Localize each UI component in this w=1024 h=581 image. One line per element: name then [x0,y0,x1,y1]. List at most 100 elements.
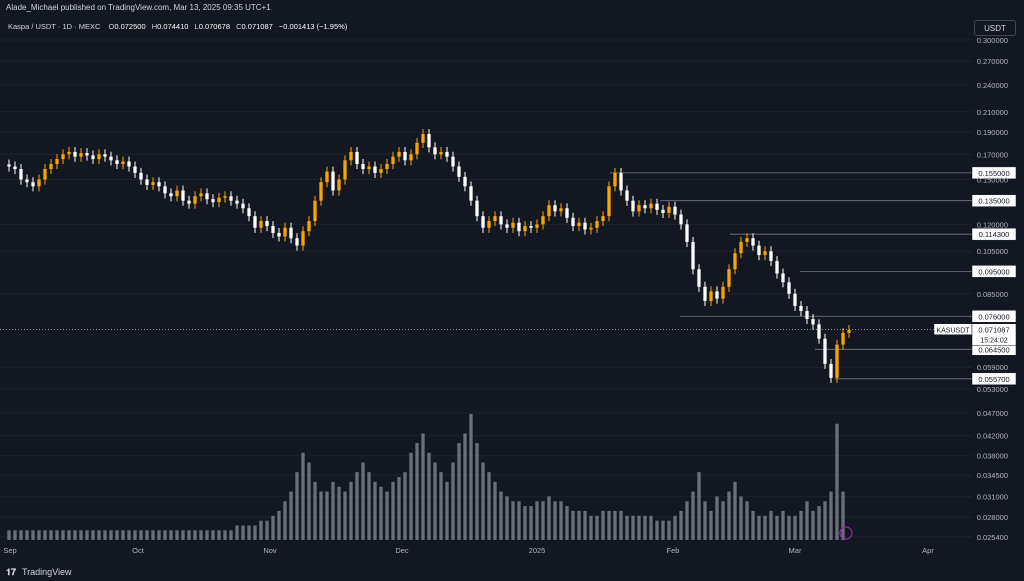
price-tick-label: 0.150000 [977,175,1008,184]
candle-body [613,172,617,187]
candle-body [241,203,245,209]
time-axis[interactable]: Sep Oct Nov Dec 2025 Feb Mar Apr [3,546,934,555]
horizontal-levels: 0.155000 0.135000 0.114300 0.095000 0.076000… [610,166,1017,386]
candle-body [451,156,455,167]
volume-bar [103,530,107,540]
candle-body [817,324,821,339]
candle-body [829,363,833,378]
volume-bar [751,510,755,540]
volume-bar [139,530,143,540]
candle-body [655,203,659,210]
volume-bar [37,530,41,540]
price-chart[interactable]: 0.155000 0.135000 0.114300 0.095000 0.076000… [0,0,1024,563]
candle-body [805,311,809,319]
candle-body [265,221,269,227]
volume-bar [43,530,47,540]
volume-bar [601,510,605,540]
volume-bar [607,510,611,540]
volume-bar [385,491,389,540]
candle-body [19,169,23,180]
volume-bar [283,501,287,540]
candle-body [445,151,449,157]
low-value: 0.070678 [198,22,230,31]
volume-bar [253,525,257,540]
level-label-box [971,227,1017,241]
volume-bar [337,486,341,540]
price-axis[interactable]: 0.300000 0.270000 0.240000 0.210000 0.190000… [977,36,1008,542]
price-tick-label: 0.210000 [977,108,1008,117]
open-value: 0.072500 [114,22,146,31]
candle-body [667,206,671,213]
candle-body [85,153,89,156]
volume-bar [595,515,599,540]
volume-bar [403,472,407,540]
volume-bar [391,481,395,540]
candle-body [121,161,125,164]
candle-body [253,216,257,228]
low-label: L [194,22,199,31]
tradingview-logo-icon[interactable]: 𝟏𝟕 [6,567,17,577]
volume-bar [613,510,617,540]
volume-bar [451,462,455,540]
volume-bar [757,515,761,540]
candle-body [319,182,323,201]
candle-body [745,238,749,242]
price-tick-label: 0.190000 [977,128,1008,137]
candle-body [505,224,509,228]
candle-body [301,231,305,246]
volume-bar [343,491,347,540]
candle-body [559,208,563,212]
candle-body [415,142,419,155]
candle-body [367,166,371,170]
price-tick-label: 0.240000 [977,81,1008,90]
candle-body [223,196,227,198]
time-tick-label: Feb [667,546,680,555]
volume-bar [169,530,173,540]
volume-bar [433,462,437,540]
candle-body [721,286,725,299]
candle-body [493,216,497,222]
candle-body [97,154,101,160]
currency-button[interactable]: USDT [974,20,1016,36]
volume-bar [115,530,119,540]
volume-bar [199,530,203,540]
high-value: 0.074410 [157,22,189,31]
volume-bar [379,486,383,540]
time-tick-label: Dec [395,546,409,555]
volume-bar [373,481,377,540]
candle-body [67,151,71,155]
candle-body [271,226,275,233]
candle-body [511,222,515,228]
volume-bar [487,472,491,540]
footer-brand[interactable]: TradingView [22,567,72,577]
volume-bar [277,510,281,540]
time-tick-label: Oct [132,546,145,555]
volume-bar [805,501,809,540]
candle-body [235,200,239,204]
candle-body [325,171,329,183]
candle-body [847,329,851,333]
volume-bar [367,472,371,540]
volume-bar [661,520,665,540]
volume-bar [733,481,737,540]
level-label-box [971,194,1017,207]
candle-body [535,224,539,228]
symbol-label[interactable]: Kaspa / USDT · 1D · MEXC [8,22,101,31]
level-label: 0.135000 [978,197,1009,206]
candle-body [769,251,773,262]
candle-body [421,134,425,143]
volume-bar [631,515,635,540]
candle-body [607,186,611,217]
volume-bar [547,496,551,540]
candle-body [229,196,233,201]
volume-bar [775,515,779,540]
candle-body [541,216,545,225]
volume-bar [565,506,569,540]
volume-bar [181,530,185,540]
volume-bar [475,443,479,540]
candle-body [283,227,287,237]
candle-body [115,160,119,164]
candle-body [337,179,341,191]
volume-bar [163,530,167,540]
candle-body [259,221,263,228]
